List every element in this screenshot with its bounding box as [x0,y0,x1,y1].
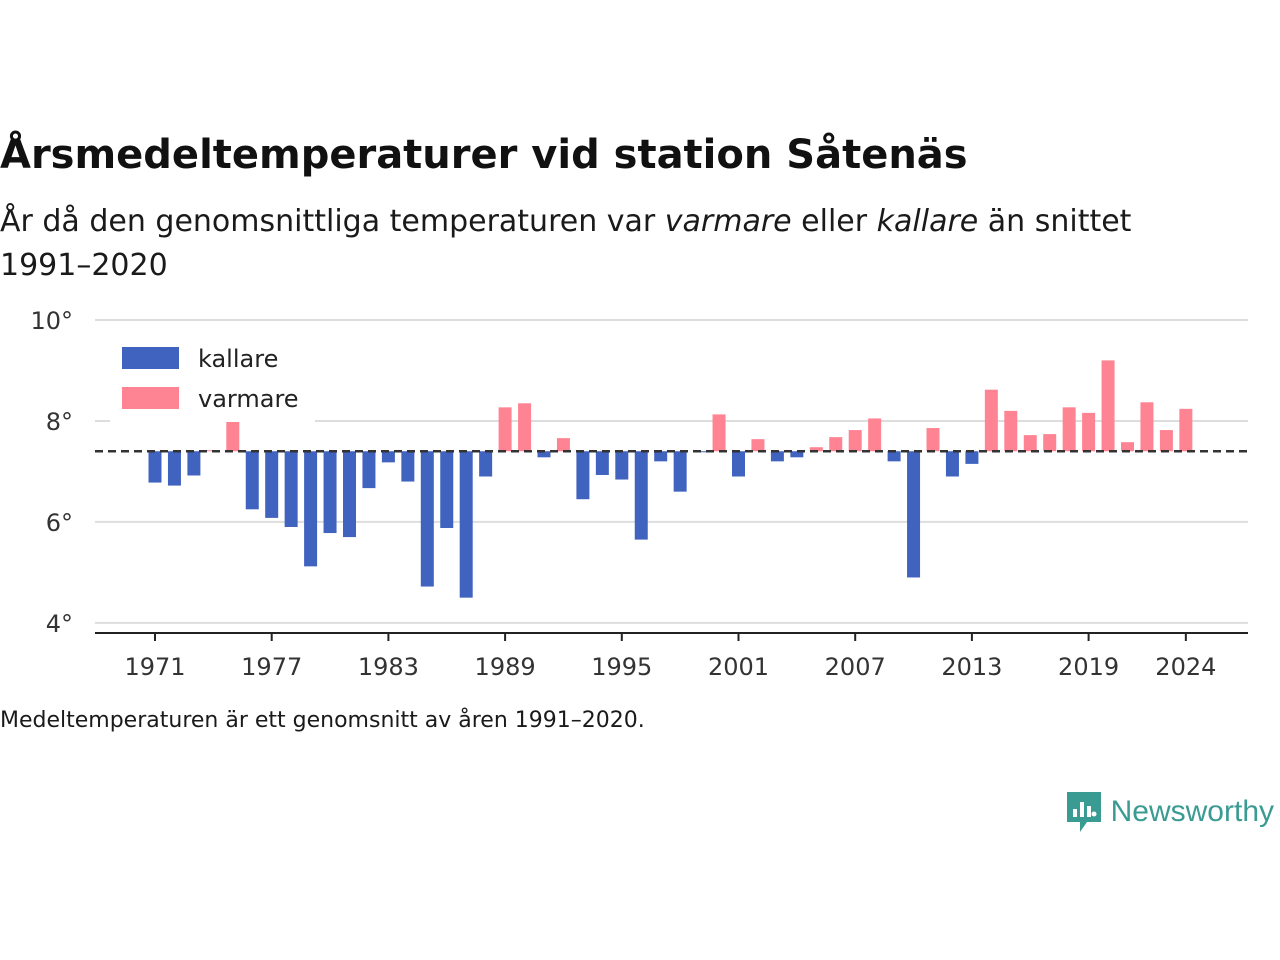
bar-1976 [245,451,259,510]
bar-2004 [790,451,804,458]
legend-label-varmare: varmare [198,385,299,413]
bar-1994 [595,451,609,475]
x-tick-label: 2013 [941,653,1002,681]
brand-logo: Newsworthy [1065,790,1274,834]
x-tick-label: 1971 [124,653,185,681]
bar-chart: 4° 6° 8° 10° 1971 1977 1983 1989 1995 2001 2007 201… [30,307,1248,681]
bar-1985 [420,451,434,587]
newsworthy-logo-icon [1066,792,1101,832]
bar-1993 [576,451,590,500]
bar-2018 [1062,407,1076,452]
bar-2001 [732,451,745,477]
bar-1983 [381,451,395,463]
bar-2015 [1004,410,1018,452]
chart-subtitle: År då den genomsnittliga temperaturen va… [0,200,1200,288]
brand-name: Newsworthy [1110,795,1274,828]
bar-1989 [498,407,512,452]
chart-title: Årsmedeltemperaturer vid station Såtenäs [0,132,968,178]
bar-2019 [1082,412,1096,452]
bar-2005 [809,447,823,452]
bar-2020 [1101,360,1115,452]
bar-1995 [615,451,629,480]
y-tick-label: 10° [30,307,73,335]
x-tick-label: 1989 [475,653,536,681]
x-tick-label: 2007 [825,653,886,681]
bar-1987 [459,451,473,598]
bar-1977 [265,451,279,518]
bar-2014 [984,389,998,452]
bar-1990 [518,403,532,452]
subtitle-text: År då den genomsnittliga temperaturen va… [0,204,665,239]
subtitle-text: eller [791,204,877,239]
bar-1973 [187,451,201,476]
bar-1996 [634,451,648,540]
bar-1997 [654,451,668,462]
bar-1988 [479,451,493,477]
bar-2002 [751,439,765,452]
bar-1992 [556,438,570,452]
bar-2009 [887,451,901,462]
bar-2013 [965,451,979,464]
subtitle-text: än snittet 1991–2020 [0,204,1132,283]
bar-2016 [1023,435,1037,452]
bar-1991 [537,451,551,458]
subtitle-emphasis-colder: kallare [876,204,979,239]
y-tick-label: 8° [46,408,73,436]
bar-1986 [440,451,454,528]
bar-2000 [712,414,726,452]
legend-swatch-kallare [122,347,179,369]
bar-2012 [945,451,959,477]
bar-2007 [848,430,862,452]
x-tick-label: 1995 [591,653,652,681]
bar-2022 [1140,402,1154,452]
bar-2023 [1159,430,1173,452]
legend-swatch-varmare [122,387,179,409]
x-tick-label: 2024 [1155,653,1216,681]
y-tick-label: 4° [46,610,73,638]
bar-2006 [829,437,843,452]
x-tick-label: 2001 [708,653,769,681]
bar-1984 [401,451,415,482]
bar-1975 [226,418,240,452]
bar-2021 [1121,442,1134,452]
footnote: Medeltemperaturen är ett genomsnitt av å… [0,708,645,733]
bar-2017 [1043,434,1057,452]
bar-1981 [343,451,356,538]
legend-label-kallare: kallare [198,345,278,373]
bar-2003 [770,451,784,462]
subtitle-emphasis-warmer: varmare [664,204,792,239]
x-tick-label: 1977 [241,653,302,681]
bar-2010 [907,451,921,578]
bar-2011 [926,428,940,452]
bar-1978 [284,451,298,527]
bar-1971 [148,451,162,483]
bar-1982 [362,451,376,489]
bar-1980 [323,451,337,534]
x-tick-label: 2019 [1058,653,1119,681]
x-tick-label: 1983 [358,653,419,681]
bar-2008 [868,418,882,452]
bar-1979 [304,451,318,567]
y-tick-label: 6° [46,509,73,537]
bar-1998 [673,451,687,492]
bar-2024 [1179,408,1193,452]
bar-1972 [167,451,181,486]
